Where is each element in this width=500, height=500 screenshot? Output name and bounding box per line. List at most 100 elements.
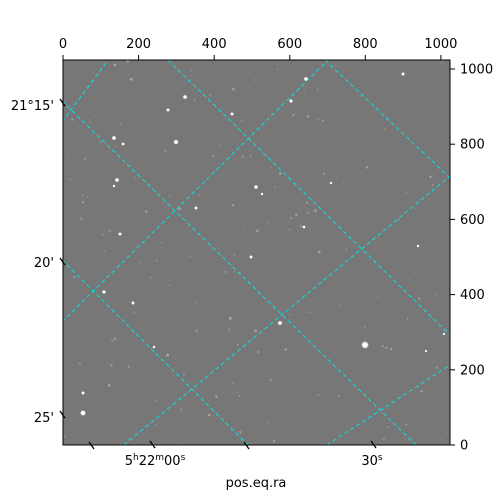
faint-star [338,394,340,397]
faint-star [381,345,384,348]
star-core [115,178,119,182]
ra-tick [370,440,377,449]
right-tick-label: 600 [460,213,485,228]
faint-star [433,257,435,259]
star-core [174,140,178,144]
faint-star [101,233,105,236]
star-core [153,346,155,348]
faint-star [314,209,317,212]
right-tick-label: 1000 [460,63,493,78]
faint-star [390,348,393,351]
faint-star [169,194,171,197]
star-core [183,95,187,99]
dec-tick-label: 21°15' [11,99,54,114]
faint-star [119,123,122,126]
faint-star [316,118,320,121]
faint-star [89,121,92,123]
faint-star [420,390,424,393]
faint-star [440,437,442,440]
faint-star [317,394,320,396]
star-core [81,391,85,395]
faint-star [238,394,241,397]
dec-tick [59,98,66,107]
faint-star [276,68,279,71]
faint-star [103,250,106,253]
faint-star [279,172,282,175]
grid-line [63,101,417,445]
ra-tick-label: 30s [361,453,383,469]
faint-star [292,114,295,117]
faint-star [417,297,421,300]
faint-star [290,217,292,220]
faint-star [193,99,196,102]
top-tick-label: 800 [353,37,378,52]
faint-star [317,250,321,254]
faint-star [99,140,102,143]
faint-star [209,93,212,96]
top-tick-label: 1000 [424,37,457,52]
faint-star [335,64,337,67]
faint-star [397,218,400,221]
top-tick-label: 400 [202,37,227,52]
faint-star [145,210,148,213]
faint-star [114,145,117,148]
top-axis: 0 200 400 600 800 1000 [59,37,457,60]
faint-star [306,201,308,204]
faint-star [105,185,108,187]
faint-star [69,178,72,181]
star-core [194,206,198,210]
plot-frame [62,59,451,446]
star-core [289,99,293,103]
faint-star [434,293,437,296]
grid-line [63,260,249,445]
faint-star [306,211,310,215]
ra-axis: 5h22m00s 30s [88,440,383,469]
star-field [63,60,446,445]
faint-star [195,302,198,304]
faint-star [134,176,136,178]
star-core [121,142,125,146]
faint-star [182,373,185,376]
faint-star [322,119,325,122]
faint-star [241,119,244,122]
faint-star [269,378,273,382]
faint-star [127,365,130,368]
right-axis: 0 200 400 600 800 1000 [450,63,493,454]
grid-line [123,175,450,445]
grid-line [324,60,450,179]
faint-star [300,225,303,228]
faint-star [160,241,162,244]
faint-star [87,196,89,198]
star-core [261,193,263,195]
faint-star [110,364,113,367]
ra-tick [88,441,95,450]
ra-tick [243,441,250,450]
star-core [166,108,170,112]
faint-star [316,88,319,91]
faint-star [368,111,370,114]
faint-star [108,229,112,233]
faint-star [406,191,408,194]
faint-star [110,339,114,342]
star-core [118,232,122,236]
faint-star [195,329,198,332]
faint-star [289,229,291,231]
dec-axis: 21°15' 20' 25' [11,98,66,426]
faint-star [169,284,171,287]
faint-star [154,399,157,402]
faint-star [266,422,269,424]
faint-star [364,326,366,328]
star-core [362,342,368,348]
right-tick-label: 0 [460,439,468,454]
faint-star [342,182,345,184]
faint-star [441,61,443,63]
grid-line [63,60,109,122]
top-tick-label: 200 [126,37,151,52]
faint-star [190,69,192,72]
faint-star [239,430,242,434]
sky-background [63,60,450,445]
faint-star [224,270,227,274]
faint-star [166,353,170,357]
faint-star [93,114,96,117]
